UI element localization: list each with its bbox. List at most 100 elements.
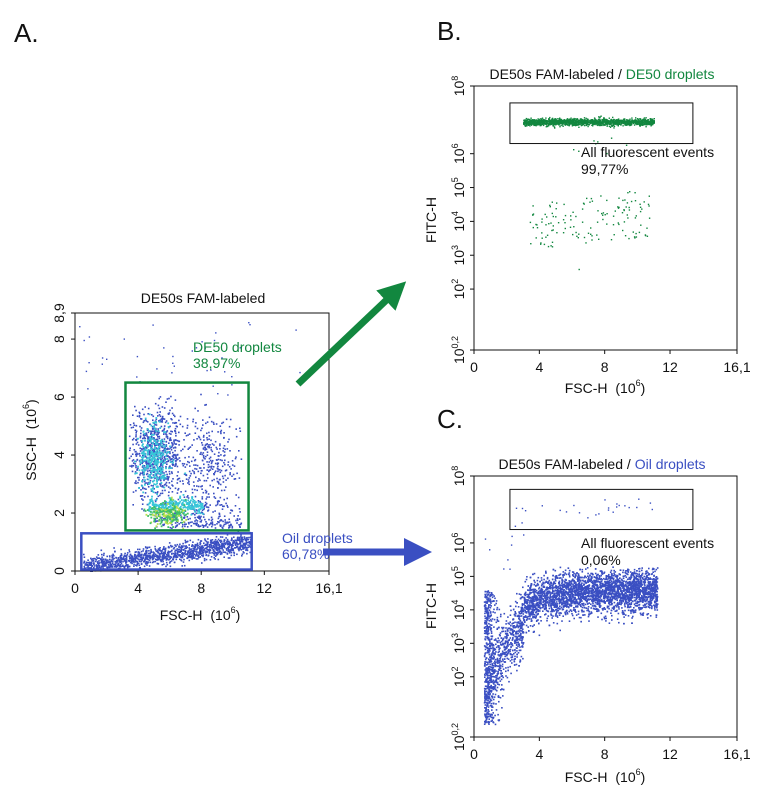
chart-a-point — [139, 436, 142, 439]
chart-a-point — [140, 429, 142, 432]
chart-a-point — [172, 513, 174, 515]
chart-a-point — [239, 525, 241, 528]
chart-a-point — [163, 450, 166, 453]
chart-a-point — [175, 456, 177, 458]
chart-a-point — [180, 547, 182, 549]
chart-a-point — [223, 451, 226, 453]
chart-b-point — [626, 119, 629, 121]
chart-a-point — [179, 551, 181, 553]
chart-a-point — [204, 404, 206, 406]
chart-a-point — [202, 555, 204, 558]
chart-b-point — [538, 118, 540, 121]
chart-a-point — [189, 550, 192, 553]
chart-a-point — [214, 542, 217, 544]
chart-a-point — [228, 526, 231, 529]
chart-a-point — [221, 536, 224, 538]
chart-b-point — [647, 121, 649, 123]
chart-b-point — [585, 124, 587, 127]
chart-a-point — [218, 478, 221, 481]
chart-a-point — [161, 516, 163, 519]
chart-a-point — [249, 543, 251, 546]
chart-a-point — [170, 446, 173, 449]
chart-a-point — [161, 564, 164, 566]
chart-a-point — [147, 460, 150, 462]
chart-a-point — [170, 515, 173, 517]
chart-a-point — [224, 523, 227, 525]
chart-a-point — [179, 496, 181, 499]
chart-b-point — [595, 120, 597, 123]
chart-a-point — [189, 446, 192, 448]
chart-a-point — [113, 563, 115, 566]
chart-b-point — [609, 126, 612, 128]
chart-a-point — [223, 545, 225, 548]
chart-b-point — [540, 118, 543, 121]
chart-a-point — [153, 520, 155, 523]
chart-a-point — [249, 541, 252, 543]
chart-a-point — [216, 463, 219, 466]
chart-a-point — [173, 365, 175, 367]
chart-a-point — [154, 503, 157, 506]
chart-b-point — [597, 121, 599, 123]
chart-a-point — [152, 480, 154, 483]
chart-a-point — [218, 543, 221, 546]
chart-b-point — [613, 120, 615, 123]
chart-a-point — [207, 549, 210, 552]
chart-a-point — [154, 514, 157, 516]
chart-a-point — [211, 465, 213, 468]
chart-a-point — [197, 435, 200, 438]
chart-b-point — [545, 126, 547, 128]
chart-b-point — [602, 123, 605, 125]
chart-b-point — [615, 120, 617, 122]
chart-b-point — [606, 119, 608, 121]
chart-a-point — [142, 454, 145, 457]
chart-b-point — [604, 214, 606, 216]
chart-a-point — [219, 459, 222, 461]
chart-a-point — [239, 542, 242, 545]
chart-a-point — [188, 481, 190, 483]
chart-a-point — [136, 453, 138, 456]
chart-a-point — [236, 522, 238, 524]
chart-a-point — [221, 465, 224, 468]
chart-a-point — [206, 496, 208, 498]
chart-a-point — [151, 459, 154, 462]
chart-a-point — [176, 482, 179, 484]
chart-a-point — [158, 477, 161, 480]
chart-a-point — [164, 483, 167, 485]
chart-a-point — [225, 547, 228, 550]
chart-a-point — [163, 433, 165, 435]
chart-a-point — [190, 499, 192, 502]
chart-b-point — [524, 119, 526, 121]
chart-a-point — [221, 508, 224, 510]
chart-a-point — [148, 553, 151, 555]
chart-a-point — [171, 443, 174, 445]
chart-a-point — [195, 550, 197, 553]
chart-a-point — [199, 556, 202, 558]
chart-a-point — [200, 505, 203, 507]
chart-a-point — [153, 555, 156, 557]
chart-a-point — [217, 558, 220, 561]
chart-b-point — [573, 121, 576, 123]
chart-a-point — [100, 566, 102, 568]
chart-a-point — [181, 546, 184, 549]
chart-b-point — [610, 125, 612, 127]
chart-b-point — [612, 122, 615, 125]
chart-a-point — [161, 419, 163, 422]
panel-letter-b: B. — [437, 16, 462, 46]
chart-a-point — [202, 506, 204, 508]
chart-b-point — [543, 119, 545, 121]
chart-a-point — [181, 565, 183, 567]
chart-a-point — [172, 444, 174, 446]
chart-a-point — [144, 560, 146, 563]
chart-a-point — [148, 457, 151, 460]
chart-a-point — [231, 548, 234, 550]
chart-a-point — [226, 549, 228, 551]
chart-a-point — [109, 563, 112, 565]
chart-b-point — [627, 121, 630, 124]
chart-a-point — [110, 559, 113, 561]
chart-a-point — [113, 547, 115, 549]
chart-a-point — [152, 561, 155, 563]
chart-a-point — [200, 503, 202, 506]
chart-a-point — [142, 487, 144, 490]
chart-a-point — [147, 439, 149, 442]
chart-b-point — [576, 118, 578, 120]
